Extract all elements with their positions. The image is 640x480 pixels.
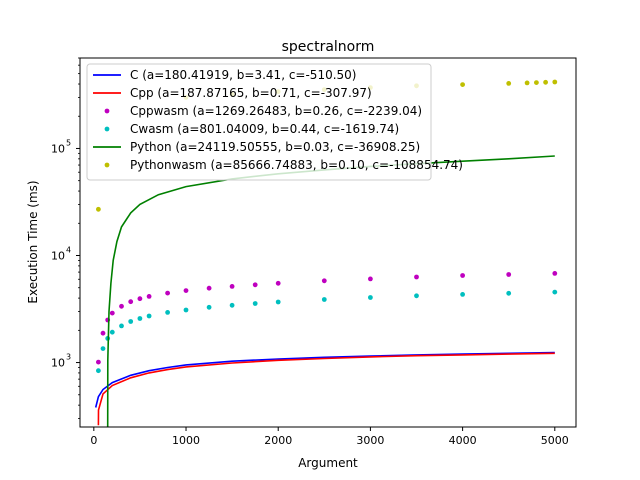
data-point xyxy=(229,302,235,308)
data-point xyxy=(460,292,465,297)
data-point xyxy=(109,329,115,335)
data-point xyxy=(552,79,558,85)
legend-entry: Cppwasm (a=1269.26483, b=0.26, c=-2239.0… xyxy=(104,104,422,118)
legend-label: Pythonwasm (a=85666.74883, b=0.10, c=-10… xyxy=(130,158,463,172)
data-point xyxy=(368,295,373,300)
legend-label: C (a=180.41919, b=3.41, c=-510.50) xyxy=(130,68,356,82)
data-point xyxy=(206,304,212,310)
data-point xyxy=(506,272,512,277)
y-tick-label: 10 xyxy=(51,142,65,155)
legend: C (a=180.41919, b=3.41, c=-510.50) Cpp (a… xyxy=(86,63,463,181)
x-tick-label: 4000 xyxy=(449,434,477,447)
data-point xyxy=(552,289,558,295)
data-point xyxy=(165,290,171,296)
legend-label: Python (a=24119.50555, b=0.03, c=-36908.… xyxy=(130,140,420,154)
data-point xyxy=(414,274,419,280)
data-point xyxy=(137,296,143,302)
y-axis-label: Execution Time (ms) xyxy=(26,180,40,303)
x-axis-label: Argument xyxy=(298,456,358,470)
legend-entry: Cwasm (a=801.04009, b=0.44, c=-1619.74) xyxy=(104,122,399,136)
data-point xyxy=(183,288,189,293)
data-point xyxy=(506,290,512,296)
data-point xyxy=(275,299,281,305)
data-point xyxy=(252,282,258,288)
data-point xyxy=(460,273,465,278)
data-point xyxy=(109,310,115,316)
legend-entry: Cpp (a=187.87165, b=0.71, c=-307.97) xyxy=(93,86,372,100)
data-point xyxy=(460,82,465,87)
legend-entry: Pythonwasm (a=85666.74883, b=0.10, c=-10… xyxy=(104,158,463,172)
data-point xyxy=(524,80,530,86)
legend-dot-swatch xyxy=(104,126,110,132)
data-point xyxy=(229,284,235,289)
x-tick-label: 3000 xyxy=(356,434,384,447)
x-tick-label: 1000 xyxy=(172,434,200,447)
data-point xyxy=(275,280,281,286)
data-point xyxy=(368,276,373,282)
data-point xyxy=(128,299,134,305)
data-point xyxy=(534,80,539,85)
legend-label: Cppwasm (a=1269.26483, b=0.26, c=-2239.0… xyxy=(130,104,422,118)
legend-label: Cpp (a=187.87165, b=0.71, c=-307.97) xyxy=(130,86,372,100)
data-point xyxy=(543,79,548,85)
y-tick-exponent: 5 xyxy=(66,138,71,147)
x-tick-label: 2000 xyxy=(264,434,292,447)
data-point xyxy=(552,271,558,276)
x-tick-label: 5000 xyxy=(541,434,569,447)
data-point xyxy=(119,303,124,309)
plot-frame xyxy=(79,57,577,428)
legend-box xyxy=(86,63,432,181)
legend-entry: Python (a=24119.50555, b=0.03, c=-36908.… xyxy=(93,140,420,154)
y-tick-label: 10 xyxy=(51,250,65,263)
legend-dot-swatch xyxy=(104,162,110,168)
data-point xyxy=(165,310,171,315)
chart-title: spectralnorm xyxy=(282,39,375,55)
data-point xyxy=(321,278,327,284)
plot-layer xyxy=(94,79,558,427)
x-tick-label: 0 xyxy=(90,434,97,447)
legend-entry: C (a=180.41919, b=3.41, c=-510.50) xyxy=(93,68,356,82)
y-tick-exponent: 3 xyxy=(66,353,71,362)
data-point xyxy=(146,294,152,299)
y-tick-exponent: 4 xyxy=(66,246,71,255)
data-point xyxy=(206,285,212,291)
data-point xyxy=(100,330,106,336)
data-point xyxy=(321,297,327,302)
data-point xyxy=(96,359,101,365)
legend-dot-swatch xyxy=(104,108,110,114)
data-point xyxy=(183,307,189,313)
series-2 xyxy=(96,271,558,365)
data-point xyxy=(96,368,101,374)
data-point xyxy=(146,313,152,319)
data-point xyxy=(100,346,106,351)
data-point xyxy=(137,316,143,321)
data-point xyxy=(119,323,124,329)
data-point xyxy=(252,301,258,306)
data-point xyxy=(506,81,512,86)
legend-label: Cwasm (a=801.04009, b=0.44, c=-1619.74) xyxy=(130,122,399,136)
data-point xyxy=(96,206,101,212)
data-point xyxy=(128,319,134,324)
data-point xyxy=(414,293,419,299)
y-tick-label: 10 xyxy=(51,357,65,370)
